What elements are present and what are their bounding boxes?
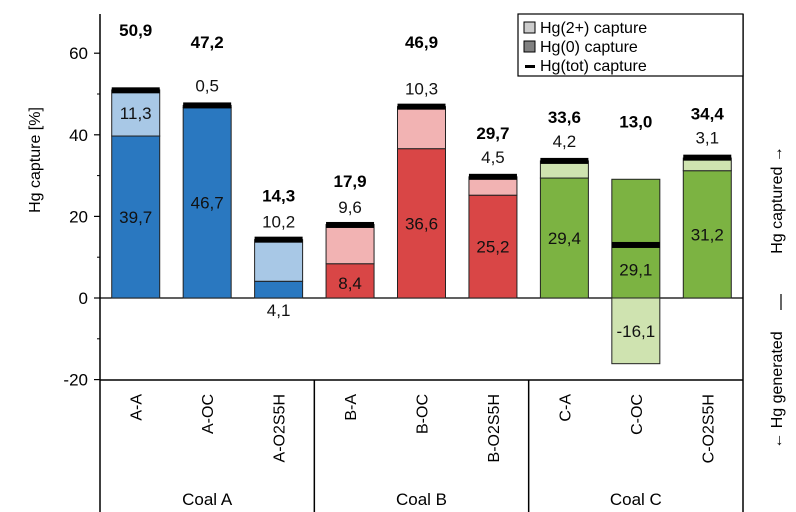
bar-hg2-B-OC xyxy=(397,106,446,150)
label-hg0-B-O2S5H: 25,2 xyxy=(476,238,509,257)
label-hg2-A-OC: 0,5 xyxy=(195,76,219,95)
label-total-B-O2S5H: 29,7 xyxy=(476,124,509,143)
label-hg2-A-O2S5H: 10,2 xyxy=(262,213,295,232)
bar-hg0-C-OC xyxy=(611,178,661,299)
legend-swatch xyxy=(523,40,536,53)
category-label-A-O2S5H: A-O2S5H xyxy=(272,394,289,462)
label-hg2-A-A: 11,3 xyxy=(120,104,152,123)
bar-hg2-B-A xyxy=(325,224,375,265)
label-total-A-O2S5H: 14,3 xyxy=(262,187,295,206)
category-label-B-O2S5H: B-O2S5H xyxy=(486,394,503,462)
y-tick-label: 40 xyxy=(69,126,88,145)
label-total-A-A: 50,9 xyxy=(119,21,152,40)
bar-hg0-C-A xyxy=(539,177,589,299)
bar-hg0-B-O2S5H xyxy=(468,194,518,299)
legend-label: Hg(tot) capture xyxy=(540,58,647,75)
label-total-C-O2S5H: 34,4 xyxy=(691,105,725,124)
bar-hg0-A-O2S5H xyxy=(254,280,304,299)
label-hg0-A-O2S5H: 4,1 xyxy=(267,301,291,320)
category-label-B-A: B-A xyxy=(343,394,360,421)
bar-hg0-A-OC xyxy=(182,106,232,299)
category-label-A-OC: A-OC xyxy=(200,394,217,434)
total-marker-B-A xyxy=(326,221,375,228)
total-marker-A-O2S5H xyxy=(254,236,303,243)
category-label-C-A: C-A xyxy=(557,394,574,422)
bar-hg0-B-OC xyxy=(397,148,446,299)
bars xyxy=(111,87,732,365)
y-tick-label: 60 xyxy=(69,44,88,63)
y-axis-label: Hg capture [%] xyxy=(27,107,44,213)
total-marker-B-O2S5H xyxy=(468,173,517,180)
label-hg0-C-OC: 29,1 xyxy=(619,260,652,279)
y-tick-label: 20 xyxy=(69,207,88,226)
legend-swatch xyxy=(523,21,536,34)
legend-label: Hg(2+) capture xyxy=(540,20,647,37)
label-hg2-C-OC: -16,1 xyxy=(616,322,655,341)
label-total-C-A: 33,6 xyxy=(548,108,581,127)
right-label-generated: ← Hg generated xyxy=(769,331,786,448)
label-hg2-C-O2S5H: 3,1 xyxy=(695,129,719,148)
total-marker-C-A xyxy=(540,157,589,164)
label-total-A-OC: 47,2 xyxy=(191,33,224,52)
legend-label: Hg(0) capture xyxy=(540,39,638,56)
label-hg0-A-OC: 46,7 xyxy=(191,194,224,213)
bar-hg2-A-A xyxy=(111,89,161,137)
label-hg0-A-A: 39,7 xyxy=(119,208,152,227)
label-hg0-B-A: 8,4 xyxy=(338,274,362,293)
y-tick-label: 0 xyxy=(79,289,88,308)
total-marker-C-O2S5H xyxy=(683,154,732,161)
bar-hg2-C-OC xyxy=(611,297,661,365)
label-hg2-C-A: 4,2 xyxy=(553,132,577,151)
category-label-C-O2S5H: C-O2S5H xyxy=(700,394,717,463)
legend-swatch xyxy=(525,65,535,68)
y-tick-label: -20 xyxy=(63,371,88,390)
right-label-captured: Hg captured → xyxy=(769,146,786,254)
total-marker-B-OC xyxy=(397,103,446,110)
data-labels: 39,7 11,3 50,9 A-A 46,7 0,5 47,2 A-OC 4,1 10,2 14,… xyxy=(119,21,724,509)
bar-hg0-B-A xyxy=(325,263,375,299)
total-marker-A-OC xyxy=(183,102,232,109)
bar-hg0-A-A xyxy=(111,135,161,299)
group-label-coal-a: Coal A xyxy=(182,490,233,509)
total-marker-A-A xyxy=(111,87,160,94)
category-label-C-OC: C-OC xyxy=(629,394,646,435)
legend: Hg(2+) capture Hg(0) capture Hg(tot) captu… xyxy=(517,13,744,77)
label-total-C-OC: 13,0 xyxy=(619,112,652,131)
bar-hg2-A-O2S5H xyxy=(254,239,304,282)
label-total-B-OC: 46,9 xyxy=(405,33,438,52)
label-hg0-B-OC: 36,6 xyxy=(405,214,438,233)
label-hg0-C-O2S5H: 31,2 xyxy=(691,225,724,244)
category-label-B-OC: B-OC xyxy=(415,394,432,434)
group-label-coal-c: Coal C xyxy=(610,490,662,509)
label-hg2-B-OC: 10,3 xyxy=(405,80,438,99)
label-hg2-B-A: 9,6 xyxy=(338,198,362,217)
bar-hg0-C-O2S5H xyxy=(682,170,732,299)
label-hg0-C-A: 29,4 xyxy=(548,229,581,248)
category-label-A-A: A-A xyxy=(129,394,146,421)
label-hg2-B-O2S5H: 4,5 xyxy=(481,148,505,167)
group-label-coal-b: Coal B xyxy=(396,490,447,509)
total-marker-C-OC xyxy=(611,241,660,248)
legend-box xyxy=(517,13,744,77)
label-total-B-A: 17,9 xyxy=(334,172,367,191)
